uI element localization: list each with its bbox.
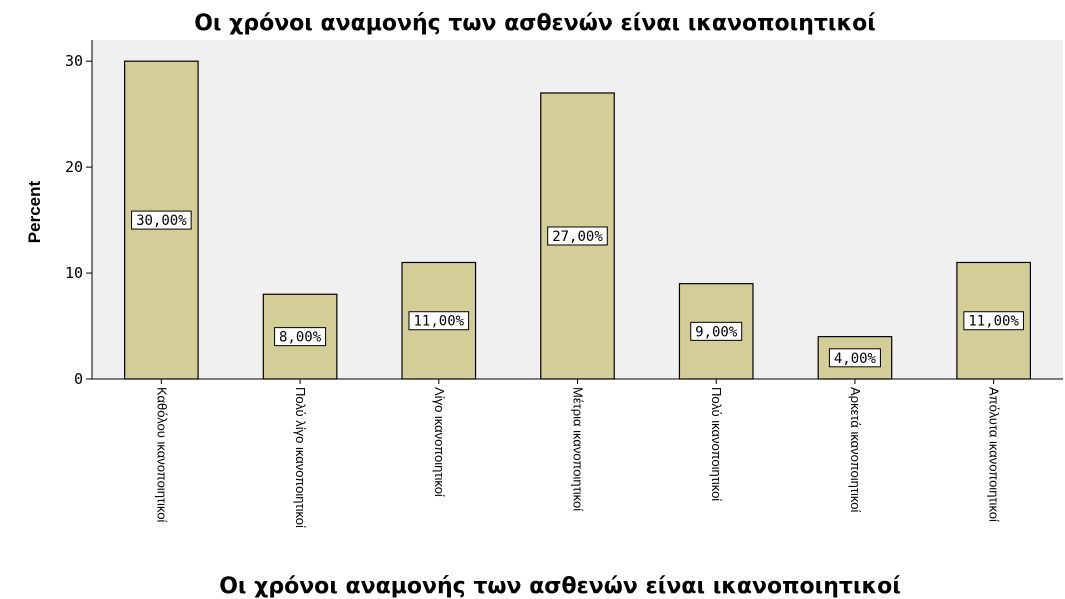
x-tick-label: Λίγο ικανοποιητικοί [432,387,447,497]
data-label: 27,00% [547,226,608,246]
data-label-box [963,311,1024,331]
data-label: 4,00% [828,348,881,368]
data-label-box [131,210,192,230]
y-tick-label: 30 [65,52,83,70]
x-tick-label: Καθόλου ικανοποιητικοί [154,387,169,523]
data-label: 11,00% [408,311,470,331]
x-tick-label: Αρκετά ικανοποιητικοί [848,387,863,512]
data-label-box [408,311,470,331]
bars: 30,00% 8,00% 11,00% 27,00% 9,00% 4,00% 11,00% [123,60,1032,380]
data-label-text: 8,00% [279,330,322,346]
y-tick-label: 20 [65,158,83,176]
data-label-box [828,348,881,368]
data-label-text: 9,00% [695,324,738,340]
data-label-box [690,321,743,341]
x-tick-label: Μέτρια ικανοποιητικοί [571,387,586,511]
x-tick-label: Απόλυτα ικανοποιητικοί [987,387,1002,522]
y-axis-title: Percent [25,180,44,243]
x-axis: Καθόλου ικανοποιητικοί Πολύ λίγο ικανοποι… [92,378,1063,528]
chart-title: Οι χρόνοι αναμονής των ασθενών είναι ικα… [194,11,876,36]
data-label-text: 4,00% [834,351,877,367]
data-label: 8,00% [274,327,327,347]
y-tick-label: 0 [74,370,83,388]
data-label: 11,00% [963,311,1024,331]
data-label: 9,00% [690,321,743,341]
x-tick-label: Πολύ ικανοποιητικοί [709,387,724,501]
data-label: 30,00% [131,210,192,230]
data-label-box [274,327,327,347]
y-tick-label: 10 [65,264,83,282]
y-axis: 0 10 20 30 [65,40,93,388]
x-tick-label: Πολύ λίγο ικανοποιητικοί [293,387,308,528]
data-label-text: 11,00% [413,314,464,330]
data-label-box [547,226,608,246]
x-axis-title: Οι χρόνοι αναμονής των ασθενών είναι ικα… [219,574,901,599]
data-label-text: 30,00% [136,213,187,229]
data-label-text: 11,00% [968,314,1019,330]
data-label-text: 27,00% [552,229,603,245]
